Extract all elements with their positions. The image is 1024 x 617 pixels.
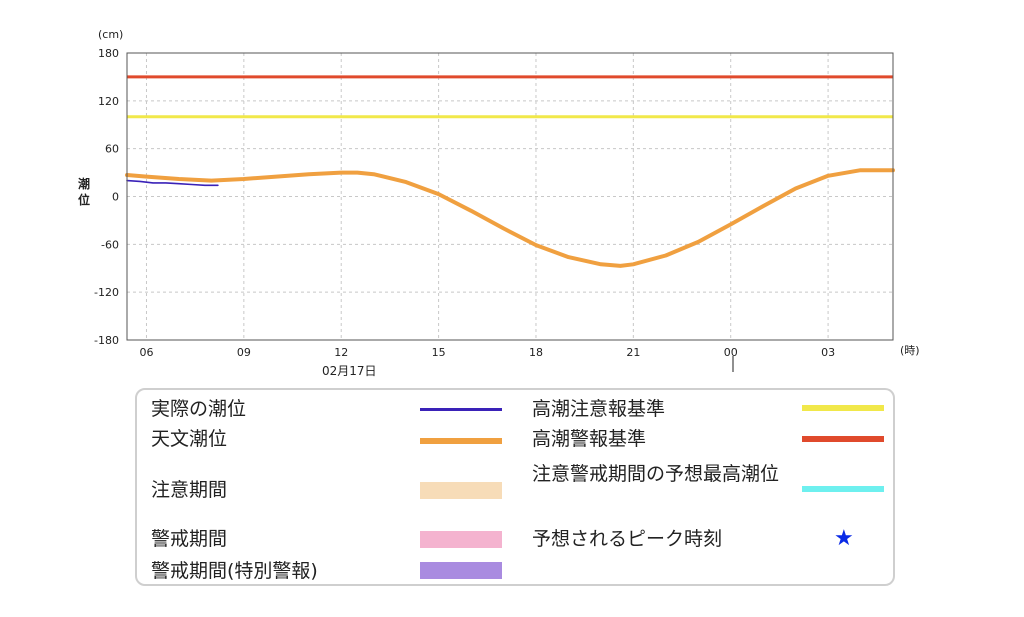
legend: 実際の潮位 天文潮位 注意期間 警戒期間 警戒期間(特別警報) 高潮注意報基準 … xyxy=(135,388,895,586)
legend-label-advisory-level: 高潮注意報基準 xyxy=(532,398,666,420)
x-tick-label: 09 xyxy=(237,346,251,359)
tide-chart: 180 120 60 0 -60 -120 -180 06 09 12 15 18 21 00 03 (c… xyxy=(78,28,920,378)
legend-swatch-special-warning xyxy=(420,562,502,579)
legend-swatch-max-forecast xyxy=(802,486,884,492)
threshold-lines xyxy=(127,75,893,119)
date-label: 02月17日 xyxy=(322,364,377,378)
legend-swatch-astronomical xyxy=(420,438,502,444)
y-tick-label: 0 xyxy=(112,191,119,204)
x-unit-label: (時) xyxy=(900,344,920,357)
legend-swatch-warning-level xyxy=(802,436,884,442)
star-icon: ★ xyxy=(834,526,854,551)
legend-label-actual: 実際の潮位 xyxy=(151,398,247,420)
x-tick-label: 18 xyxy=(529,346,543,359)
x-tick-label: 12 xyxy=(334,346,348,359)
astronomical-tide-line xyxy=(125,168,895,268)
x-tick-label: 21 xyxy=(626,346,640,359)
y-tick-label: 180 xyxy=(98,47,119,60)
legend-swatch-advisory-level xyxy=(802,405,884,411)
x-tick-label: 06 xyxy=(139,346,153,359)
observed-tide-line xyxy=(126,179,219,187)
legend-swatch-caution-period xyxy=(420,482,502,499)
y-tick-label: -180 xyxy=(94,334,119,347)
y-tick-label: 60 xyxy=(105,143,119,156)
x-tick-label: 03 xyxy=(821,346,835,359)
legend-label-warning-period: 警戒期間 xyxy=(151,528,228,550)
legend-label-max-forecast: 注意警戒期間の予想最高潮位 xyxy=(532,463,780,485)
x-tick-label: 15 xyxy=(432,346,446,359)
legend-label-special-warning: 警戒期間(特別警報) xyxy=(151,560,318,582)
legend-label-peak-time: 予想されるピーク時刻 xyxy=(532,528,723,550)
legend-label-warning-level: 高潮警報基準 xyxy=(532,428,647,450)
grid xyxy=(127,53,893,340)
y-tick-label: 120 xyxy=(98,95,119,108)
legend-swatch-actual xyxy=(420,408,502,411)
legend-label-caution-period: 注意期間 xyxy=(151,479,228,501)
y-unit-label: (cm) xyxy=(98,28,123,41)
y-axis-label: 潮位 xyxy=(78,176,90,207)
y-axis-ticks: 180 120 60 0 -60 -120 -180 xyxy=(94,47,119,347)
legend-label-astronomical: 天文潮位 xyxy=(151,428,228,450)
legend-swatch-warning-period xyxy=(420,531,502,548)
x-axis-ticks: 06 09 12 15 18 21 00 03 xyxy=(139,346,835,359)
plot-frame xyxy=(126,52,894,341)
x-tick-label: 00 xyxy=(724,346,738,359)
y-tick-label: -120 xyxy=(94,286,119,299)
series-lines xyxy=(125,168,895,268)
y-tick-label: -60 xyxy=(101,238,119,251)
